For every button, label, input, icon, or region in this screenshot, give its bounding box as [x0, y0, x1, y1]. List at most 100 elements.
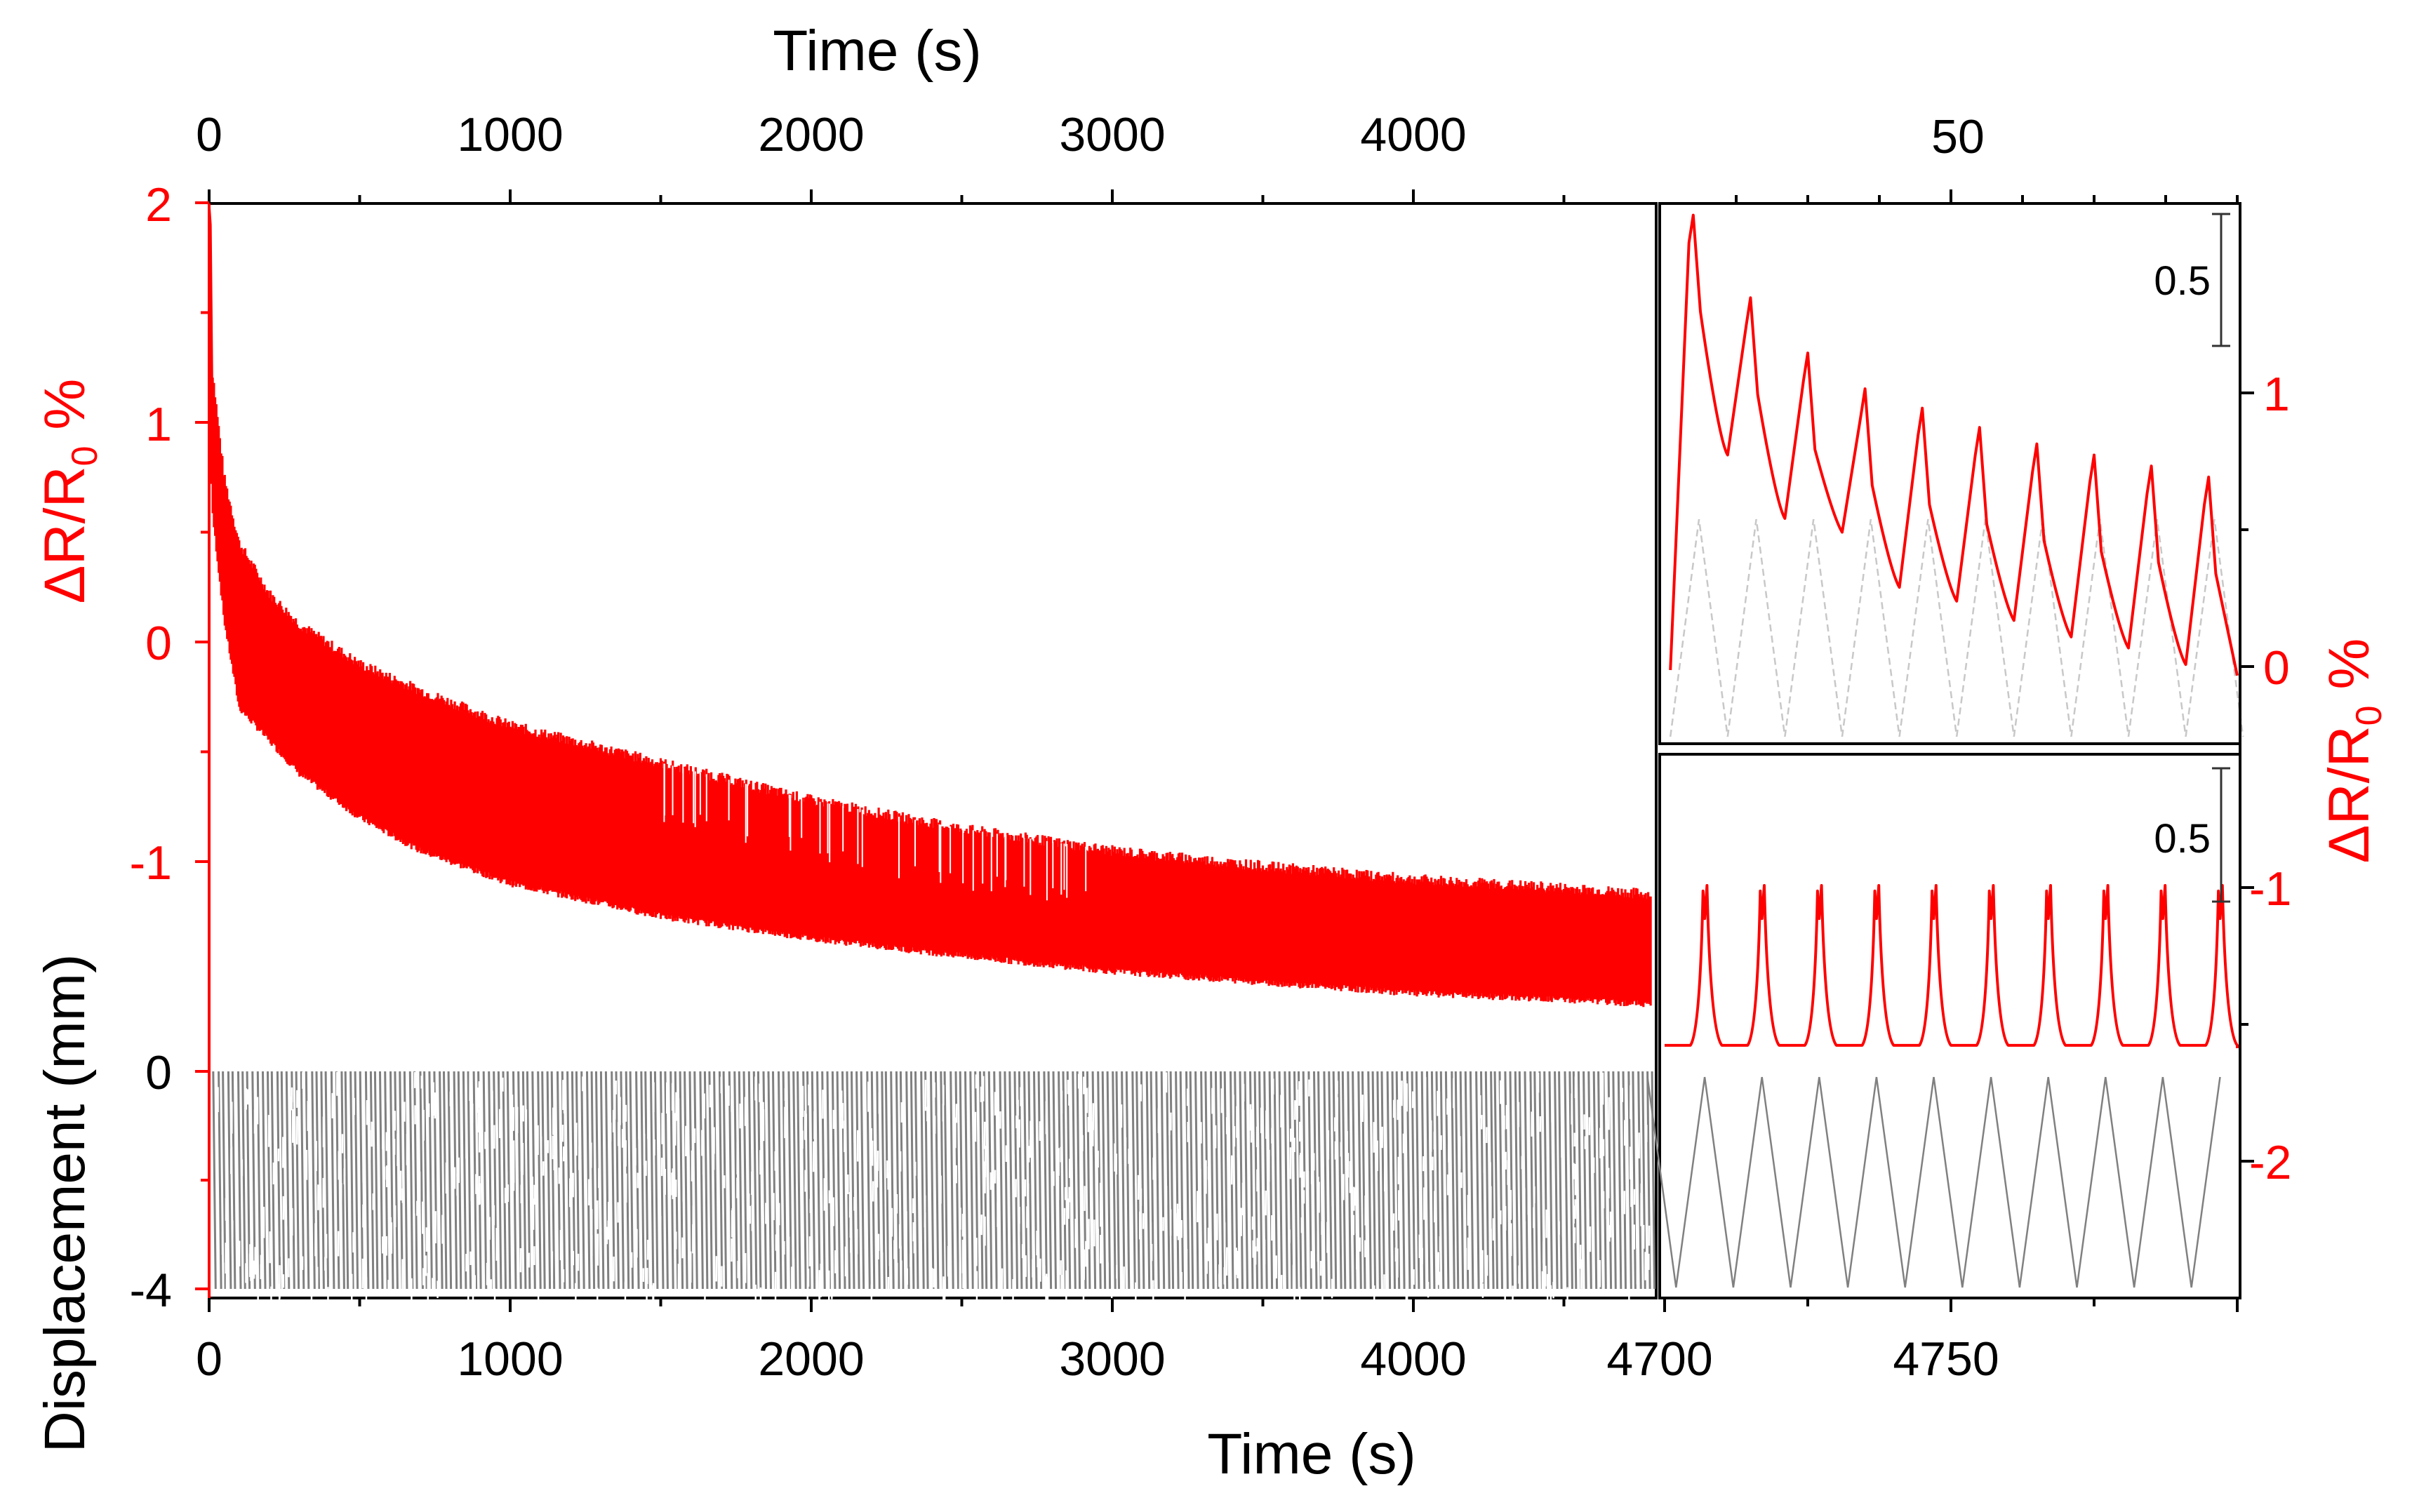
displacement-band-gap: [413, 1182, 415, 1198]
displacement-band-gap: [1116, 1264, 1118, 1279]
displacement-band-gap: [1608, 1097, 1610, 1130]
displacement-band-gap: [804, 1170, 806, 1192]
displacement-band-gap: [1384, 1158, 1386, 1192]
displacement-band-gap: [1044, 1265, 1046, 1284]
displacement-band-gap: [1606, 1193, 1608, 1219]
displacement-band-gap: [765, 1203, 767, 1224]
inset-top-resistance-line: [1669, 213, 2239, 676]
displacement-band-gap: [1421, 1247, 1423, 1265]
displacement-band-gap: [980, 1215, 982, 1236]
displacement-band-gap: [239, 1240, 241, 1266]
displacement-band-gap: [1173, 1090, 1175, 1113]
displacement-band-gap: [327, 1287, 329, 1306]
displacement-band-gap: [1271, 1118, 1273, 1136]
displacement-band-gap: [674, 1113, 677, 1146]
displacement-band-gap: [351, 1273, 353, 1302]
displacement-band-gap: [1260, 1107, 1262, 1134]
displacement-band-gap: [394, 1111, 397, 1131]
displacement-band-gap: [1310, 1251, 1313, 1269]
displacement-band-gap: [558, 1168, 560, 1184]
displacement-band-gap: [737, 1261, 739, 1278]
displacement-band-gap: [1218, 1273, 1220, 1287]
displacement-band-gap: [1027, 1183, 1030, 1216]
displacement-band-gap: [343, 1158, 346, 1177]
displacement-band-gap: [1405, 1286, 1408, 1309]
displacement-band-gap: [975, 1238, 978, 1266]
displacement-band-gap: [516, 1106, 519, 1133]
displacement-band-gap: [823, 1178, 825, 1211]
displacement-band-gap: [512, 1140, 515, 1168]
displacement-band-gap: [955, 1104, 958, 1123]
displacement-band-gap: [1573, 1205, 1575, 1224]
displacement-band-gap: [1648, 1225, 1651, 1246]
displacement-band-gap: [1397, 1248, 1399, 1278]
displacement-band-gap: [801, 1130, 804, 1149]
displacement-band-gap: [1580, 1259, 1583, 1289]
displacement-band-gap: [477, 1088, 479, 1113]
displacement-band-gap: [773, 1193, 775, 1221]
displacement-band-gap: [371, 1121, 373, 1147]
displacement-band-gap: [336, 1071, 338, 1096]
displacement-band-gap: [984, 1164, 986, 1193]
displacement-band-gap: [818, 1288, 820, 1318]
displacement-band-gap: [1543, 1257, 1545, 1271]
displacement-band-gap: [1448, 1125, 1450, 1146]
bottom-tick-label: 2000: [758, 1332, 864, 1386]
displacement-band-gap: [702, 1159, 705, 1175]
displacement-band-gap: [385, 1236, 388, 1256]
displacement-band-gap: [1437, 1252, 1439, 1285]
displacement-band-gap: [1642, 1224, 1645, 1249]
displacement-band-gap: [386, 1076, 389, 1103]
displacement-band-gap: [876, 1162, 879, 1188]
displacement-band-gap: [990, 1172, 992, 1190]
displacement-band-gap: [1633, 1224, 1635, 1250]
displacement-band-gap: [982, 1161, 985, 1190]
displacement-band-gap: [432, 1082, 434, 1116]
displacement-band-gap: [751, 1171, 753, 1196]
displacement-band-gap: [1018, 1216, 1020, 1232]
displacement-band-gap: [532, 1198, 535, 1230]
displacement-band-gap: [563, 1146, 565, 1162]
displacement-band-gap: [783, 1241, 785, 1255]
inset-bottom-tick-label: 4700: [1606, 1332, 1712, 1386]
displacement-band-gap: [1433, 1131, 1436, 1150]
displacement-band-gap: [1573, 1132, 1575, 1147]
displacement-band-gap: [1029, 1139, 1032, 1158]
displacement-band-gap: [889, 1207, 891, 1221]
displacement-band-gap: [785, 1134, 788, 1149]
displacement-band-gap: [856, 1130, 859, 1162]
displacement-band-gap: [984, 1121, 986, 1149]
displacement-band-gap: [1256, 1238, 1258, 1252]
displacement-band-gap: [1423, 1187, 1425, 1220]
displacement-band-gap: [1640, 1183, 1643, 1198]
displacement-band-gap: [230, 1149, 232, 1175]
displacement-band-gap: [295, 1116, 298, 1145]
displacement-band-gap: [1288, 1229, 1291, 1243]
displacement-band-gap: [232, 1220, 234, 1238]
displacement-band-gap: [1397, 1099, 1399, 1120]
displacement-band-gap: [639, 1138, 641, 1160]
displacement-band-gap: [1236, 1106, 1238, 1138]
displacement-band-gap: [1145, 1184, 1147, 1212]
displacement-band-gap: [1509, 1253, 1512, 1268]
displacement-band-gap: [254, 1247, 256, 1275]
displacement-band-gap: [1139, 1211, 1141, 1240]
displacement-band-gap: [1017, 1099, 1019, 1116]
displacement-band-gap: [397, 1133, 399, 1166]
displacement-band-gap: [642, 1268, 645, 1282]
displacement-band-gap: [704, 1273, 706, 1304]
displacement-band-gap: [855, 1229, 858, 1255]
displacement-band-gap: [765, 1087, 768, 1103]
displacement-band-gap: [449, 1091, 452, 1106]
displacement-band-gap: [731, 1208, 733, 1229]
displacement-band-gap: [1233, 1126, 1236, 1147]
displacement-band-gap: [933, 1116, 936, 1134]
displacement-band-gap: [1427, 1282, 1430, 1298]
displacement-band-gap: [1084, 1186, 1086, 1211]
displacement-band-gap: [955, 1165, 957, 1184]
displacement-band-gap: [1440, 1135, 1442, 1150]
displacement-band-gap: [872, 1181, 874, 1202]
displacement-band-gap: [1623, 1191, 1626, 1215]
displacement-band-gap: [528, 1252, 531, 1268]
displacement-band-gap: [1165, 1072, 1168, 1093]
